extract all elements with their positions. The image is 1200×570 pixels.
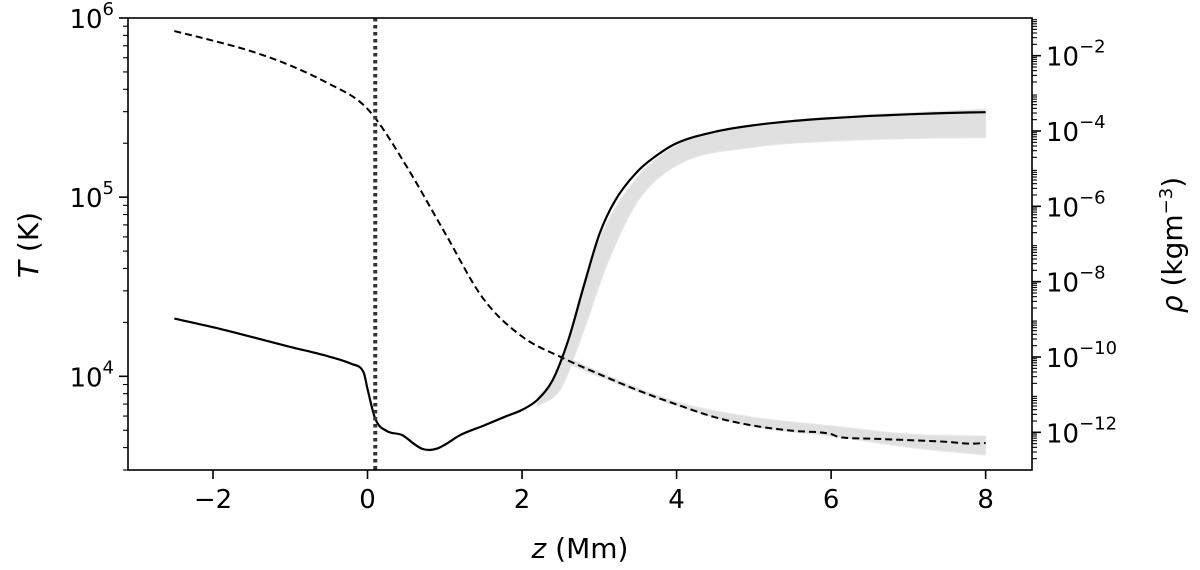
y-right-tick-label: 10−12	[1046, 413, 1117, 449]
y-left-tick-base: 10	[69, 184, 102, 214]
x-tick-label: 8	[977, 485, 994, 515]
y-right-tick-base: 10	[1046, 344, 1079, 374]
y-right-tick-label: 10−4	[1046, 112, 1106, 148]
y-left-tick-base: 10	[69, 5, 102, 35]
y-right-axis-label: ρ (kgm−3)	[1156, 177, 1190, 313]
y-left-tick-label: 106	[69, 0, 114, 35]
y-right-tick-exp: −12	[1079, 413, 1117, 434]
y-right-tick-label: 10−8	[1046, 263, 1106, 299]
y-right-tick-base: 10	[1046, 118, 1079, 148]
density-line	[174, 30, 986, 445]
y-right-tick-label: 10−6	[1046, 187, 1106, 223]
y-right-tick-exp: −8	[1079, 263, 1106, 284]
y-right-tick-label: 10−2	[1046, 37, 1106, 73]
y-right-tick-exp: −6	[1079, 187, 1106, 208]
temperature-line	[174, 111, 986, 452]
axes-layer: −2 0 2 4 6 810410510610−1210−1010−810−610−410…	[69, 0, 1117, 515]
ensemble-band-layer	[537, 108, 987, 456]
y-left-tick-exp: 4	[103, 357, 114, 378]
y-right-tick-exp: −10	[1079, 338, 1117, 359]
plot-frame	[127, 17, 1033, 471]
y-left-axis-label: T (K)	[12, 212, 45, 278]
ensemble-band-density	[560, 353, 987, 456]
y-left-tick-exp: 6	[103, 0, 114, 20]
x-tick-label: 2	[514, 485, 531, 515]
y-left-tick-label: 104	[69, 357, 114, 393]
y-right-tick-base: 10	[1046, 419, 1079, 449]
y-right-tick-base: 10	[1046, 43, 1079, 73]
x-tick-label: 4	[668, 485, 685, 515]
x-tick-label: −2	[194, 485, 232, 515]
y-right-tick-label: 10−10	[1046, 338, 1117, 374]
y-left-tick-exp: 5	[103, 178, 114, 199]
y-right-tick-base: 10	[1046, 269, 1079, 299]
ensemble-band-temperature	[537, 108, 987, 408]
y-left-tick-base: 10	[69, 363, 102, 393]
y-right-tick-exp: −4	[1079, 112, 1106, 133]
y-left-tick-label: 105	[69, 178, 114, 214]
x-tick-label: 0	[359, 485, 376, 515]
x-axis-label: z (Mm)	[531, 532, 629, 565]
y-right-tick-exp: −2	[1079, 37, 1106, 58]
series-layer	[174, 18, 986, 470]
x-tick-label: 6	[823, 485, 840, 515]
y-right-tick-base: 10	[1046, 193, 1079, 223]
